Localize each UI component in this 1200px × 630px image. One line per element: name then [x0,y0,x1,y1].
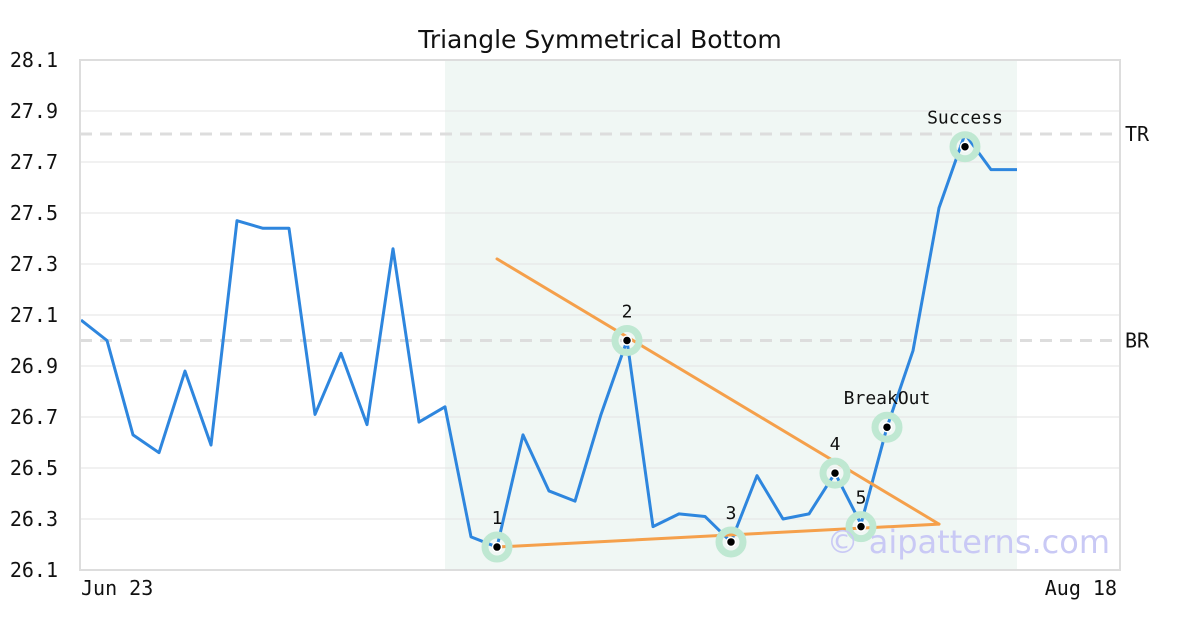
marker-dot [621,335,633,346]
marker-halo [871,411,903,443]
y-tick-label: 27.3 [10,252,58,276]
marker-label: 1 [492,508,503,529]
y-tick-label: 26.3 [10,507,58,531]
chart-title: Triangle Symmetrical Bottom [417,25,782,54]
marker-halo [845,511,877,543]
y-tick-label: 26.9 [10,354,58,378]
upper-trend-line [495,257,941,526]
y-tick-label: 27.7 [10,150,58,174]
marker-label: BreakOut [844,388,931,409]
y-tick-label: 26.5 [10,456,58,480]
marker-label: 4 [830,434,841,455]
marker-label: Success [927,108,1003,129]
marker-label: 3 [726,503,737,524]
reference-label-tr: TR [1125,122,1150,146]
watermark: © aipatterns.com [827,523,1110,561]
marker-halo [715,526,747,558]
y-tick-label: 28.1 [10,48,58,72]
marker-label: 2 [622,302,633,323]
marker-halo [611,325,643,356]
plot-frame [79,59,1121,571]
reference-label-br: BR [1125,329,1150,353]
marker-label: 5 [856,488,867,509]
marker-halo [949,131,981,163]
x-start-label: Jun 23 [81,576,153,600]
x-end-label: Aug 18 [1045,576,1117,600]
y-tick-label: 27.5 [10,201,58,225]
y-tick-label: 27.9 [10,99,58,123]
marker-dot [491,541,503,553]
marker-dot [855,521,867,532]
marker-dot [829,467,841,479]
marker-dot [959,141,971,152]
marker-halo [819,457,851,489]
marker-halo [481,531,513,563]
marker-dot [725,536,737,548]
y-tick-label: 26.7 [10,405,58,429]
y-tick-label: 27.1 [10,303,58,327]
y-tick-label: 26.1 [10,558,58,582]
marker-dot [881,421,893,433]
